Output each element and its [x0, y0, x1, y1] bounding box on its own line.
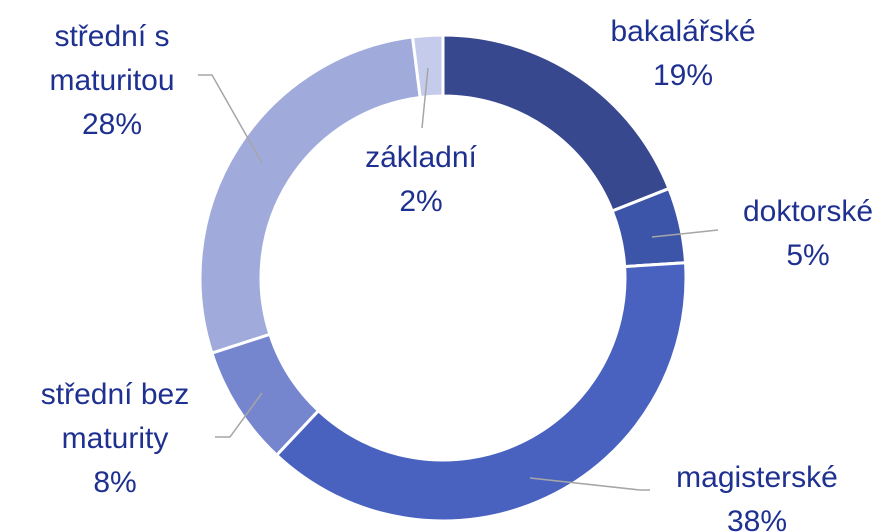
leader-line [529, 477, 650, 491]
data-label: bakalářské 19% [583, 10, 783, 98]
data-label: střední s maturitou 28% [22, 15, 202, 147]
category-label: střední s maturitou [49, 20, 175, 97]
leader-line [421, 67, 429, 129]
category-label: doktorské [742, 195, 874, 228]
value-label: 8% [93, 466, 137, 499]
data-label: magisterské 38% [647, 456, 867, 532]
donut-slice [410, 33, 445, 100]
leader-line [198, 74, 263, 164]
leader-line [215, 392, 263, 438]
value-label: 19% [652, 59, 714, 92]
value-label: 5% [786, 239, 830, 272]
value-label: 2% [399, 185, 443, 218]
category-label: magisterské [676, 461, 838, 494]
category-label: střední bez maturity [40, 378, 190, 455]
data-label: základní 2% [331, 136, 511, 224]
donut-slice [274, 261, 688, 523]
value-label: 28% [81, 108, 143, 141]
data-label: doktorské 5% [728, 190, 888, 278]
leader-line [651, 229, 719, 238]
category-label: základní [365, 141, 477, 174]
data-label: střední bez maturity 8% [15, 373, 215, 505]
value-label: 38% [726, 505, 788, 532]
category-label: bakalářské [610, 15, 756, 48]
